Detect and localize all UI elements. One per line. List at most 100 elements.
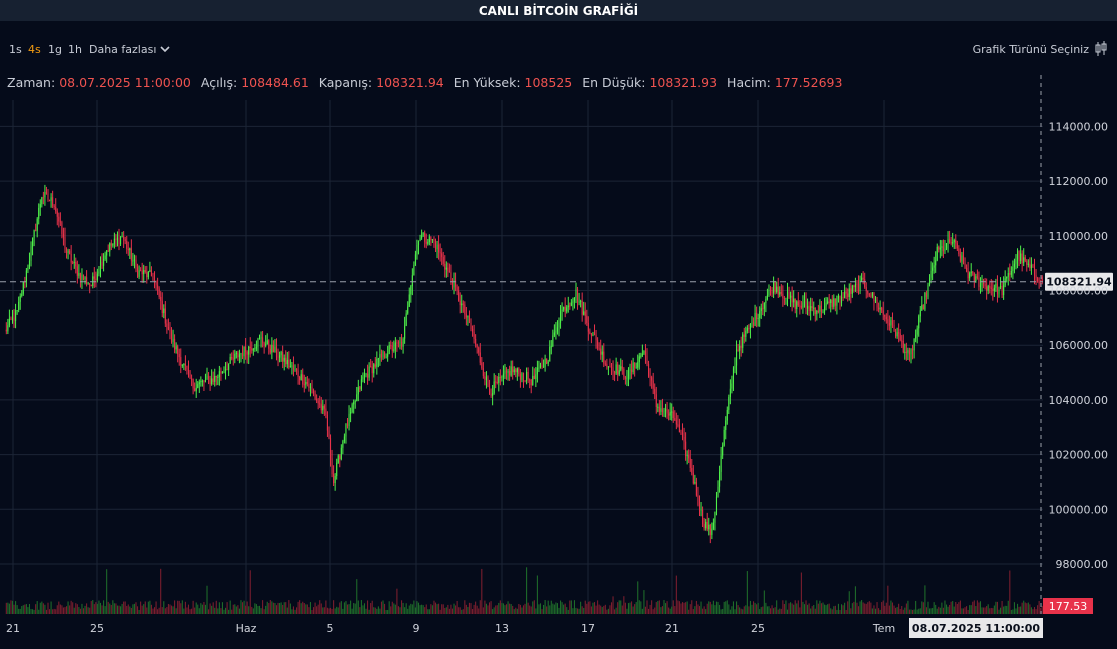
candle-body (928, 277, 931, 285)
candle-body (262, 337, 264, 343)
volume-bar (331, 608, 333, 614)
candle-body (1033, 267, 1036, 275)
candle-body (65, 249, 68, 253)
candle-body (61, 222, 63, 235)
volume-bar (13, 604, 15, 614)
chart-type-selector[interactable]: Grafik Türünü Seçiniz (973, 41, 1107, 57)
volume-bar (643, 590, 645, 614)
candle-body (893, 324, 895, 332)
timeframe-1g-button[interactable]: 1g (48, 43, 62, 56)
candle-body (689, 458, 691, 468)
volume-bar (627, 603, 630, 614)
volume-bar (16, 605, 18, 614)
volume-bar (610, 602, 613, 614)
candle-body (30, 246, 32, 262)
volume-bar (751, 604, 753, 614)
volume-bar (326, 607, 328, 614)
volume-bar (788, 603, 790, 614)
candle-body (807, 305, 809, 309)
candle-body (793, 298, 795, 303)
candle-body (286, 359, 288, 365)
timeframe-4s-button[interactable]: 4s (28, 43, 41, 56)
candle-body (1020, 253, 1022, 262)
volume-bar (478, 608, 480, 614)
volume-bar (75, 603, 77, 614)
candle-body (461, 303, 463, 306)
candle-body (686, 455, 688, 457)
volume-bar (529, 605, 531, 614)
volume-bar (24, 604, 26, 614)
candle-body (776, 286, 778, 292)
candle-body (751, 322, 753, 324)
volume-bar (280, 602, 282, 614)
candle-body (978, 277, 980, 287)
candle-body (126, 241, 128, 249)
volume-bar (464, 600, 466, 614)
candle-body (803, 301, 806, 303)
volume-bar (581, 606, 583, 614)
candle-body (311, 386, 313, 391)
candle-body (82, 274, 85, 280)
candle-body (878, 307, 880, 310)
candle-body (519, 374, 521, 380)
timeframe-1s-button[interactable]: 1s (9, 43, 22, 56)
candle-body (275, 346, 278, 357)
volume-bar (564, 603, 566, 614)
volume-bar (289, 603, 291, 614)
candle-body (206, 376, 208, 380)
candle-body (612, 367, 614, 373)
timeframe-1h-button[interactable]: 1h (68, 43, 82, 56)
time-value: 08.07.2025 11:00:00 (59, 75, 191, 90)
candle-body (918, 316, 920, 329)
candle-body (44, 192, 46, 198)
candle-body (141, 270, 143, 275)
volume-bar (811, 606, 813, 614)
candle-body (754, 312, 756, 326)
volume-bar (560, 600, 562, 614)
candle-body (217, 376, 219, 378)
candle-body (16, 309, 18, 311)
candle-body (75, 261, 77, 267)
candle-body (130, 248, 132, 261)
volume-bar (580, 601, 582, 614)
volume-bar (995, 601, 997, 614)
volume-bar (476, 605, 478, 614)
candle-body (916, 328, 918, 335)
volume-bar (70, 600, 72, 614)
volume-bar (303, 602, 305, 614)
candle-body (504, 370, 506, 374)
candle-body (248, 346, 250, 355)
more-timeframes-dropdown[interactable]: Daha fazlası (89, 43, 170, 56)
volume-bar (1038, 601, 1040, 614)
candle-body (394, 342, 396, 350)
candle-body (560, 311, 562, 323)
candle-body (475, 338, 477, 345)
volume-bar (455, 605, 457, 614)
volume-bar (790, 602, 792, 614)
volume-bar (777, 609, 779, 614)
volume-bar (566, 607, 568, 614)
candle-body (209, 378, 211, 385)
volume-bar (865, 603, 867, 614)
candle-body (453, 280, 455, 288)
candle-body (683, 436, 685, 442)
candle-body (756, 312, 758, 320)
candle-body (657, 406, 659, 408)
candle-body (1013, 263, 1015, 267)
candle-body (459, 300, 461, 306)
volume-bar (884, 605, 886, 614)
candle-body (597, 340, 599, 349)
candle-body (796, 301, 798, 310)
candle-body (140, 270, 142, 272)
candle-body (912, 349, 914, 351)
candle-body (882, 310, 884, 315)
candle-body (7, 325, 9, 332)
candle-body (212, 378, 214, 382)
volume-bar (572, 608, 574, 614)
volume-bar (421, 604, 423, 614)
volume-bar (867, 602, 869, 614)
volume-bar (1023, 600, 1025, 614)
volume-bar (536, 575, 538, 614)
candle-body (348, 413, 350, 426)
